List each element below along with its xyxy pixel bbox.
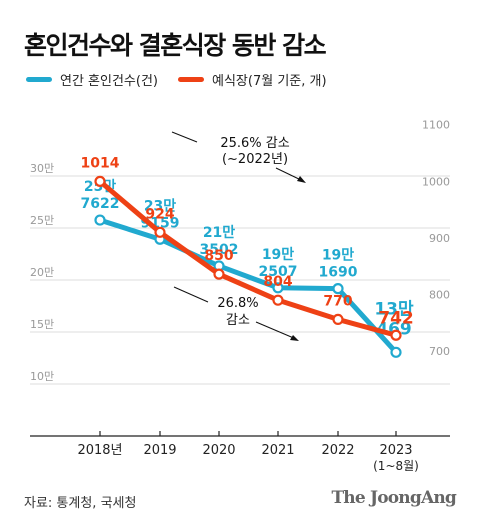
marriages-point	[332, 283, 344, 295]
annotation-wedding-halls-line2: 감소	[226, 313, 250, 328]
left-axis-tick-label: 30만	[30, 162, 54, 175]
marriages-data-label: 1690	[319, 265, 358, 281]
right-axis-tick-label: 800	[429, 288, 450, 301]
wedding-halls-point	[213, 268, 225, 280]
x-axis-tick-sublabel: (1~8월)	[373, 459, 419, 473]
wedding-halls-point	[94, 175, 106, 187]
marriages-data-label: 2507	[259, 264, 298, 280]
right-axis-tick-label: 900	[429, 232, 450, 245]
annotation-wedding-halls-arrow-shaft	[255, 321, 297, 340]
legend-swatch-marriages	[26, 77, 52, 82]
wedding-halls-data-label: 1014	[81, 155, 120, 171]
marriages-line	[97, 217, 399, 355]
x-axis-tick-label: 2021	[261, 443, 294, 458]
left-axis-tick-label: 15만	[30, 318, 54, 331]
annotation-wedding-halls-line1: 26.8%	[217, 296, 258, 311]
wedding-halls-data-label: 804	[263, 274, 292, 290]
wedding-halls-data-label: 924	[145, 206, 174, 222]
source-note: 자료: 통계청, 국세청	[24, 496, 137, 511]
wedding-halls-point	[390, 329, 402, 341]
legend-item-wedding-halls: 예식장(7월 기준, 개)	[178, 70, 327, 89]
wedding-halls-point	[154, 226, 166, 238]
wedding-halls-data-label: 770	[323, 293, 352, 309]
marriages-point	[390, 346, 402, 358]
right-axis-tick-label: 700	[429, 345, 450, 358]
marriages-data-label: 7622	[81, 196, 120, 212]
x-axis-tick-label: 2020	[202, 443, 235, 458]
marriages-point	[94, 214, 106, 226]
legend-item-marriages: 연간 혼인건수(건)	[26, 70, 158, 89]
marriages-data-label: 21만	[203, 225, 235, 241]
marriages-data-label: 23만	[144, 198, 176, 214]
x-axis-tick-label: 2018년	[77, 443, 122, 458]
legend-swatch-wedding-halls	[178, 77, 204, 82]
right-axis-tick-label: 1100	[422, 119, 450, 132]
annotation-wedding-halls-arrow-head	[290, 335, 299, 341]
annotation-marriages-arrow-head	[297, 176, 306, 183]
marriages-data-label: 3502	[200, 242, 239, 258]
legend-label-marriages: 연간 혼인건수(건)	[60, 74, 158, 89]
wedding-halls-line	[97, 178, 399, 338]
marriages-data-label: 19만	[262, 247, 294, 263]
x-axis-tick-label: 2023	[379, 443, 412, 458]
legend-label-wedding-halls: 예식장(7월 기준, 개)	[212, 74, 327, 89]
annotation-marriages-line1: 25.6% 감소	[220, 136, 289, 151]
wedding-halls-data-label: 850	[204, 248, 233, 264]
wedding-halls-point	[332, 313, 344, 326]
annotation-wedding-halls-arrow-tail	[173, 286, 209, 303]
wedding-halls-data-label: 742	[378, 308, 414, 328]
marriages-data-label: 19만	[322, 248, 354, 264]
left-axis-tick-label: 10만	[30, 370, 54, 383]
wedding-halls-point	[272, 294, 284, 306]
left-axis-tick-label: 25만	[30, 214, 54, 227]
marriages-data-label: 13만	[374, 299, 414, 319]
annotation-marriages-arrow-tail	[171, 131, 198, 143]
left-axis-tick-label: 20만	[30, 266, 54, 279]
annotation-marriages-line2: (~2022년)	[222, 152, 288, 167]
x-axis-tick-label: 2019	[143, 443, 176, 458]
marriages-point	[272, 282, 284, 294]
x-axis-tick-label: 2022	[321, 443, 354, 458]
chart-title: 혼인건수와 결혼식장 동반 감소	[24, 31, 327, 60]
publisher-logo: The JoongAng	[331, 488, 456, 508]
right-axis-tick-label: 1000	[422, 175, 450, 188]
